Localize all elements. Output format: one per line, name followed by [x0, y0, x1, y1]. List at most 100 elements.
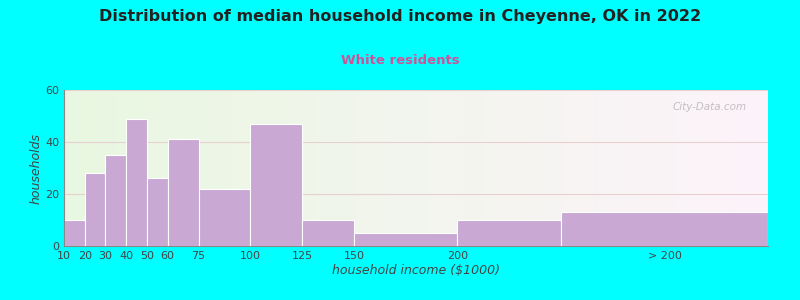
Bar	[662, 90, 666, 246]
Bar	[388, 90, 391, 246]
Bar	[99, 90, 102, 246]
Bar	[173, 90, 177, 246]
Bar	[458, 220, 561, 246]
Bar	[406, 90, 409, 246]
Bar	[483, 90, 486, 246]
Bar	[683, 90, 687, 246]
Bar	[159, 90, 162, 246]
Bar	[448, 90, 451, 246]
Bar	[585, 90, 589, 246]
Bar	[166, 90, 170, 246]
Bar	[152, 90, 155, 246]
Bar	[754, 90, 758, 246]
Bar	[469, 90, 472, 246]
Bar	[546, 90, 550, 246]
Bar	[208, 90, 212, 246]
Bar	[571, 90, 574, 246]
Bar	[149, 90, 152, 246]
Bar	[627, 90, 630, 246]
Bar	[243, 90, 247, 246]
Bar	[578, 90, 582, 246]
Bar	[349, 90, 353, 246]
Bar	[507, 90, 511, 246]
Bar	[145, 90, 149, 246]
Bar	[250, 90, 254, 246]
Bar	[466, 90, 469, 246]
Bar	[240, 90, 243, 246]
Bar	[381, 90, 384, 246]
Bar	[560, 90, 564, 246]
Bar	[106, 155, 126, 246]
Bar	[518, 90, 522, 246]
Bar	[222, 90, 226, 246]
Bar	[64, 90, 67, 246]
Bar	[328, 90, 331, 246]
Bar	[378, 90, 381, 246]
Bar	[102, 90, 106, 246]
Bar	[219, 90, 222, 246]
Bar	[419, 90, 423, 246]
Bar	[416, 90, 419, 246]
Bar	[74, 90, 78, 246]
Bar	[205, 90, 208, 246]
Bar	[318, 90, 321, 246]
Bar	[110, 90, 114, 246]
Bar	[215, 90, 219, 246]
Bar	[360, 90, 363, 246]
Bar	[321, 90, 325, 246]
Bar	[391, 90, 395, 246]
Bar	[613, 90, 617, 246]
Bar	[155, 90, 159, 246]
Bar	[550, 90, 554, 246]
Bar	[82, 90, 85, 246]
Bar	[198, 90, 202, 246]
Bar	[342, 90, 346, 246]
Bar	[687, 90, 690, 246]
Bar	[346, 90, 349, 246]
Bar	[437, 90, 441, 246]
Bar	[426, 90, 430, 246]
Bar	[89, 90, 92, 246]
Bar	[458, 90, 462, 246]
Bar	[190, 90, 194, 246]
Bar	[501, 90, 504, 246]
Bar	[574, 90, 578, 246]
Bar	[564, 90, 567, 246]
Bar	[180, 90, 184, 246]
Bar	[366, 90, 370, 246]
Bar	[451, 90, 454, 246]
Bar	[722, 90, 726, 246]
Bar	[659, 90, 662, 246]
Bar	[747, 90, 750, 246]
Bar	[532, 90, 536, 246]
Bar	[610, 90, 613, 246]
Bar	[293, 90, 296, 246]
Bar	[567, 90, 571, 246]
Text: Distribution of median household income in Cheyenne, OK in 2022: Distribution of median household income …	[99, 9, 701, 24]
Bar	[740, 90, 743, 246]
X-axis label: household income ($1000): household income ($1000)	[332, 264, 500, 277]
Bar	[542, 90, 546, 246]
Bar	[624, 90, 627, 246]
Bar	[67, 90, 71, 246]
Bar	[120, 90, 124, 246]
Bar	[712, 90, 715, 246]
Bar	[454, 90, 458, 246]
Bar	[673, 90, 677, 246]
Bar	[212, 90, 215, 246]
Bar	[170, 90, 173, 246]
Y-axis label: households: households	[30, 133, 42, 203]
Text: City-Data.com: City-Data.com	[673, 103, 747, 112]
Bar	[237, 90, 240, 246]
Bar	[536, 90, 539, 246]
Bar	[278, 90, 282, 246]
Bar	[765, 90, 768, 246]
Bar	[708, 90, 712, 246]
Bar	[268, 90, 272, 246]
Bar	[670, 90, 673, 246]
Bar	[272, 90, 275, 246]
Bar	[539, 90, 542, 246]
Bar	[557, 90, 560, 246]
Bar	[645, 90, 648, 246]
Bar	[370, 90, 374, 246]
